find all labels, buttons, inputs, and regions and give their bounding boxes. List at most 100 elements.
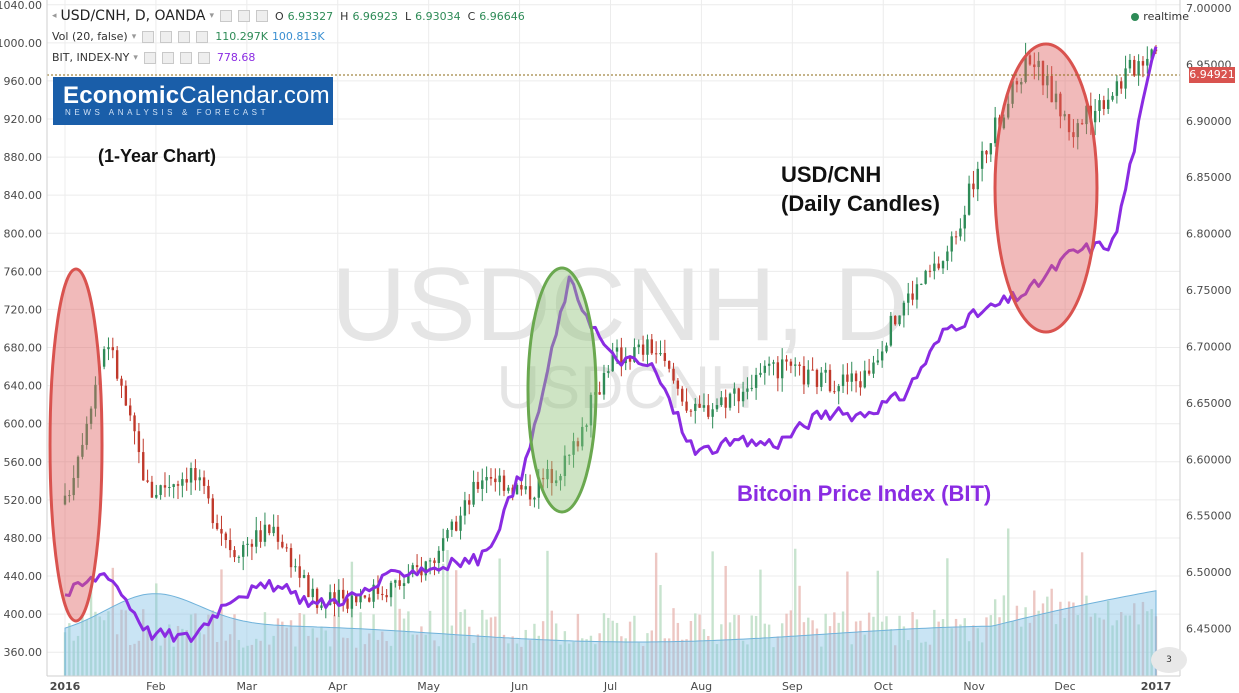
candle: [976, 161, 979, 202]
volume-bar: [220, 569, 223, 676]
candle-body: [281, 541, 284, 548]
volume-bar: [1124, 615, 1127, 676]
candle-body: [185, 479, 188, 483]
candle-body: [102, 349, 106, 367]
close-icon[interactable]: [197, 51, 210, 64]
candle: [880, 340, 884, 368]
volume-bar: [176, 625, 180, 676]
candle-body: [463, 500, 467, 516]
candle: [715, 398, 719, 413]
candle-body: [1115, 81, 1119, 96]
candle-body: [859, 381, 862, 388]
candle-body: [767, 363, 771, 366]
candle: [263, 512, 267, 547]
right-tick-label: 6.80000: [1186, 228, 1232, 241]
chevron-down-icon[interactable]: ▾: [131, 31, 137, 42]
candle: [94, 376, 97, 417]
candle-body: [389, 582, 393, 598]
candle: [611, 342, 614, 372]
volume-bar: [1093, 613, 1097, 676]
candle-body: [715, 405, 719, 410]
candle: [315, 587, 319, 614]
left-tick-label: 800.00: [4, 227, 43, 240]
right-tick-label: 6.60000: [1186, 453, 1232, 466]
volume-bar: [394, 578, 397, 676]
volume-bar: [715, 644, 719, 676]
candle: [654, 341, 658, 364]
legend-symbol-row[interactable]: ◂ USD/CNH, D, OANDA ▾ O 6.93327 H 6.9692…: [52, 8, 525, 24]
candle-body: [250, 543, 254, 547]
eye-icon[interactable]: [143, 51, 156, 64]
volume-bar: [1024, 607, 1027, 676]
chevron-down-icon[interactable]: ▾: [209, 11, 214, 21]
legend-bit-row[interactable]: BIT, INDEX-NY ▾ 778.68: [52, 51, 255, 64]
candle-body: [1020, 81, 1023, 85]
volume-bar: [681, 639, 684, 676]
candle: [733, 382, 736, 406]
volume-bar: [520, 646, 523, 676]
candle-body: [402, 583, 406, 586]
candle-body: [255, 530, 258, 547]
collapse-icon[interactable]: ◂: [52, 11, 57, 21]
volume-bar: [485, 619, 488, 676]
close-icon[interactable]: [255, 10, 268, 22]
candle: [224, 531, 228, 549]
right-tick-label: 6.75000: [1186, 284, 1232, 297]
candle: [541, 468, 545, 491]
candle-body: [428, 560, 432, 562]
candle-body: [502, 475, 506, 491]
candle: [1085, 100, 1088, 135]
candle: [707, 394, 710, 420]
volume-bar: [472, 642, 475, 676]
candle-body: [628, 358, 632, 362]
volume-ma-area: [64, 590, 1157, 677]
candle-body: [359, 595, 362, 603]
candle: [924, 269, 927, 285]
eye-icon[interactable]: [219, 10, 232, 22]
candle-body: [454, 521, 458, 531]
candle: [272, 514, 275, 537]
volume-bar: [767, 624, 771, 676]
right-price-axis: 6.45000 6.50000 6.55000 6.60000 6.65000 6.700…: [1186, 2, 1232, 636]
candle-body: [967, 183, 971, 215]
candle-body: [746, 388, 749, 392]
legend-volume-row[interactable]: Vol (20, false) ▾ 110.297K 100.813K: [52, 30, 325, 43]
candle: [698, 395, 701, 408]
candle: [1037, 52, 1040, 81]
eye-icon[interactable]: [142, 30, 155, 43]
settings-icon[interactable]: [237, 10, 250, 22]
add-icon[interactable]: [179, 51, 192, 64]
candle: [780, 348, 784, 392]
candle-body: [568, 454, 571, 456]
close-icon[interactable]: [196, 30, 209, 43]
candle-body: [407, 573, 410, 584]
candle-body: [289, 548, 293, 568]
candle-body: [85, 423, 88, 445]
volume-bar: [489, 617, 493, 676]
candle-body: [780, 359, 784, 379]
time-tick-label: Dec: [1054, 680, 1075, 693]
candle: [820, 367, 823, 392]
candle: [1120, 77, 1123, 94]
candle: [672, 362, 675, 384]
settings-icon[interactable]: [160, 30, 173, 43]
volume-bar: [820, 646, 823, 676]
volume-bars: [63, 528, 1158, 676]
candle-body: [1067, 114, 1071, 133]
right-tick-label: 6.90000: [1186, 115, 1232, 128]
chevron-down-icon[interactable]: ▾: [133, 52, 138, 63]
candle: [337, 579, 341, 617]
settings-icon[interactable]: [161, 51, 174, 64]
volume-bar: [637, 642, 640, 676]
status-dot-icon: [1131, 12, 1140, 21]
notification-badge[interactable]: 3: [1151, 647, 1187, 673]
add-icon[interactable]: [178, 30, 191, 43]
candle-body: [1076, 123, 1079, 138]
candle-body: [920, 283, 923, 285]
candle-body: [611, 351, 614, 372]
candle-body: [363, 595, 367, 598]
realtime-indicator: realtime: [1131, 10, 1189, 23]
candle: [476, 471, 480, 493]
volume-bar: [537, 635, 540, 676]
